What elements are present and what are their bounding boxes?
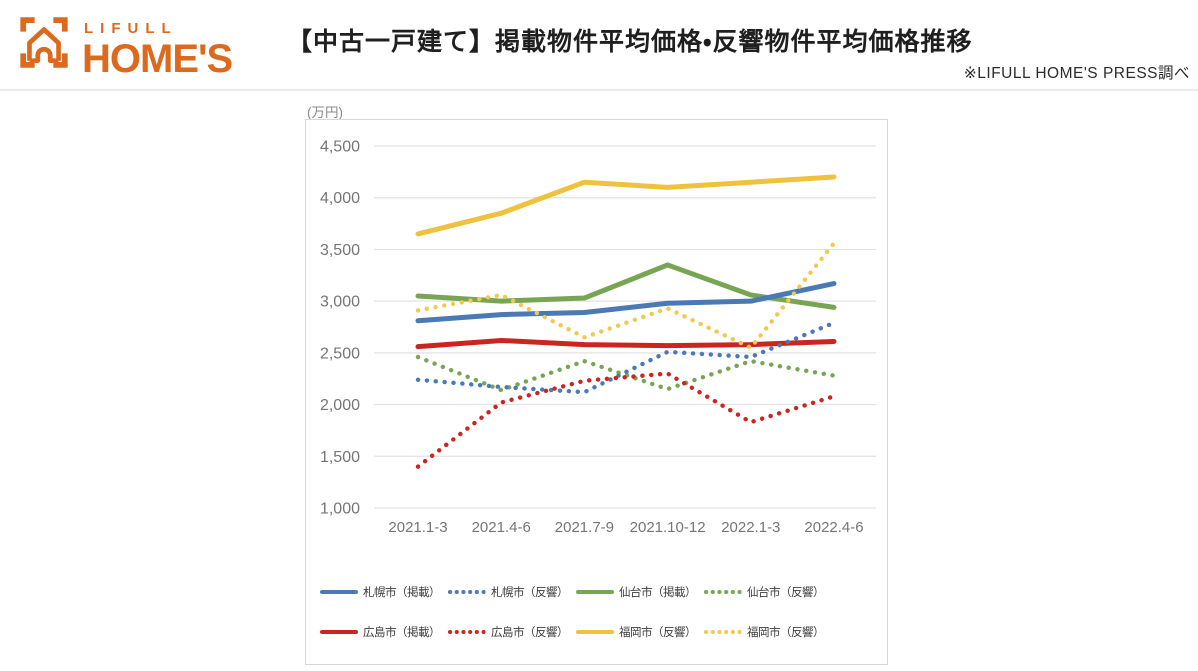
svg-text:2,500: 2,500 (320, 345, 360, 362)
legend-item-sapporo-listed: 札幌市（掲載） (320, 584, 448, 600)
svg-text:2021.4-6: 2021.4-6 (472, 519, 531, 536)
legend-label: 仙台市（反響） (747, 587, 825, 599)
legend-dotted-line-icon (704, 630, 742, 634)
legend-line-icon (576, 630, 614, 634)
legend-item-sendai-response: 仙台市（反響） (704, 584, 832, 600)
legend-line-icon (576, 590, 614, 594)
svg-text:4,000: 4,000 (320, 190, 360, 207)
legend-label: 広島市（掲載） (363, 627, 441, 639)
legend-item-hiroshima-response: 広島市（反響） (448, 624, 576, 640)
legend-row-2: 広島市（掲載） 広島市（反響） 福岡市（反響） 福岡市（反響） (320, 612, 880, 652)
price-trend-line-chart: 1,000 1,500 2,000 2,500 3,000 3,500 4,000 4,500… (320, 139, 876, 536)
legend-label: 仙台市（掲載） (619, 587, 697, 599)
legend-dotted-line-icon (704, 590, 742, 594)
home-viewfinder-icon (20, 17, 68, 68)
legend-dotted-line-icon (448, 630, 486, 634)
lifull-homes-logo: LIFULL HOME'S (16, 9, 233, 81)
svg-text:4,500: 4,500 (320, 139, 360, 156)
svg-text:2,000: 2,000 (320, 397, 360, 414)
chart-panel: 1,000 1,500 2,000 2,500 3,000 3,500 4,000 4,500… (305, 119, 888, 665)
legend-item-fukuoka-listed: 福岡市（反響） (576, 624, 704, 640)
legend-label: 福岡市（反響） (747, 627, 825, 639)
page-title: 【中古一戸建て】掲載物件平均価格・反響物件平均価格推移 (287, 28, 973, 56)
legend-row-1: 札幌市（掲載） 札幌市（反響） 仙台市（掲載） 仙台市（反響） (320, 572, 880, 612)
svg-text:3,000: 3,000 (320, 294, 360, 311)
svg-text:3,500: 3,500 (320, 242, 360, 259)
svg-text:1,500: 1,500 (320, 449, 360, 466)
chart-legend: 札幌市（掲載） 札幌市（反響） 仙台市（掲載） 仙台市（反響） (320, 572, 880, 652)
legend-item-sendai-listed: 仙台市（掲載） (576, 584, 704, 600)
legend-label: 福岡市（反響） (619, 627, 697, 639)
header: LIFULL HOME'S 【中古一戸建て】掲載物件平均価格・反響物件平均価格推… (0, 0, 1198, 91)
logo-text: LIFULL HOME'S (82, 9, 233, 81)
svg-text:2021.1-3: 2021.1-3 (388, 519, 447, 536)
legend-label: 広島市（反響） (491, 627, 569, 639)
legend-item-hiroshima-listed: 広島市（掲載） (320, 624, 448, 640)
brand-name-lifull: LIFULL (84, 20, 178, 37)
legend-item-sapporo-response: 札幌市（反響） (448, 584, 576, 600)
legend-line-icon (320, 590, 358, 594)
svg-text:2022.1-3: 2022.1-3 (721, 519, 780, 536)
legend-line-icon (320, 630, 358, 634)
svg-text:2021.10-12: 2021.10-12 (630, 519, 706, 536)
legend-label: 札幌市（掲載） (363, 587, 441, 599)
legend-dotted-line-icon (448, 590, 486, 594)
y-axis-unit-label: (万円) (307, 105, 343, 120)
svg-text:2021.7-9: 2021.7-9 (555, 519, 614, 536)
svg-text:1,000: 1,000 (320, 501, 360, 518)
legend-item-fukuoka-response: 福岡市（反響） (704, 624, 832, 640)
brand-name-homes: HOME'S (82, 37, 233, 81)
svg-text:2022.4-6: 2022.4-6 (804, 519, 863, 536)
press-source-note: ※LIFULL HOME'S PRESS調べ (963, 65, 1190, 82)
chart-wrapper: (万円) 1,000 1,500 2,000 2,500 3,000 3,500 4,000… (305, 105, 888, 665)
legend-label: 札幌市（反響） (491, 587, 569, 599)
